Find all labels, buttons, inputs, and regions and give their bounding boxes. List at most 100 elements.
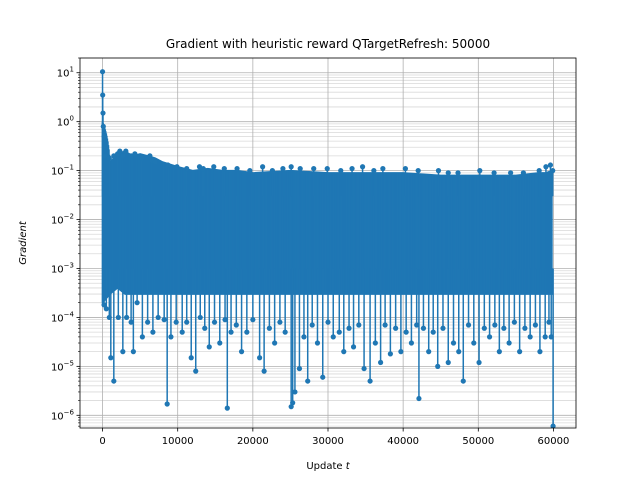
series-point bbox=[349, 165, 355, 172]
series-point bbox=[325, 319, 331, 325]
y-tick-exponent: −5 bbox=[64, 359, 74, 367]
series-point bbox=[184, 319, 190, 325]
series-point bbox=[132, 151, 138, 157]
series-point bbox=[202, 325, 208, 331]
y-tick-base: 10 bbox=[51, 411, 64, 422]
x-tick-label: 30000 bbox=[312, 436, 344, 447]
series-point bbox=[330, 334, 336, 340]
y-tick-base: 10 bbox=[51, 264, 64, 275]
series-point bbox=[492, 322, 498, 328]
series-point bbox=[403, 329, 409, 335]
series-point bbox=[261, 368, 267, 374]
y-tick-exponent: −3 bbox=[64, 261, 74, 269]
series-point bbox=[501, 325, 507, 331]
x-tick-label: 60000 bbox=[538, 436, 570, 447]
y-tick-exponent: 1 bbox=[70, 66, 74, 74]
series-point bbox=[415, 168, 421, 174]
x-tick-label: 0 bbox=[99, 436, 105, 447]
series-point bbox=[398, 349, 404, 355]
series-point bbox=[380, 165, 386, 172]
series-point bbox=[460, 378, 466, 384]
series-point bbox=[174, 164, 180, 170]
series-point bbox=[272, 340, 278, 346]
y-tick-label: 10−6 bbox=[51, 408, 75, 422]
series-point bbox=[414, 322, 420, 328]
series-point bbox=[445, 170, 451, 176]
series-point bbox=[292, 389, 298, 395]
series-point bbox=[106, 155, 112, 161]
y-tick-label: 101 bbox=[57, 66, 74, 80]
series-point bbox=[117, 148, 123, 154]
series-point bbox=[430, 329, 436, 335]
series-point bbox=[546, 319, 552, 325]
series-point bbox=[234, 165, 240, 172]
series-point bbox=[387, 351, 393, 357]
series-point bbox=[128, 319, 134, 325]
series-point bbox=[103, 306, 109, 312]
series-point bbox=[168, 334, 174, 340]
series-point bbox=[527, 334, 533, 340]
series-point bbox=[221, 165, 227, 172]
series-point bbox=[350, 344, 357, 350]
series-point bbox=[250, 317, 256, 323]
series-point bbox=[426, 349, 432, 355]
series-point bbox=[115, 314, 121, 321]
y-tick-base: 10 bbox=[51, 362, 64, 373]
series-point bbox=[200, 165, 206, 172]
y-tick-label: 10−5 bbox=[51, 359, 74, 373]
series-point bbox=[165, 162, 171, 168]
y-tick-label: 10−4 bbox=[51, 310, 75, 324]
y-tick-base: 10 bbox=[57, 118, 70, 129]
series-point bbox=[517, 349, 523, 355]
x-axis-ticks: 0 10000 20000 30000 40000 50000 60000 bbox=[99, 428, 569, 447]
series-point bbox=[193, 368, 199, 374]
series-point bbox=[481, 325, 487, 331]
series-point bbox=[491, 170, 497, 176]
series-point bbox=[393, 325, 399, 331]
series-point bbox=[296, 365, 303, 372]
series-point bbox=[269, 168, 275, 174]
series-point bbox=[120, 349, 126, 355]
series-point bbox=[280, 165, 286, 172]
x-axis-label-var: t bbox=[346, 461, 351, 472]
series-point bbox=[532, 322, 539, 328]
series-point bbox=[228, 329, 234, 335]
series-point bbox=[288, 164, 294, 170]
series-point bbox=[164, 401, 170, 407]
x-tick-label: 40000 bbox=[387, 436, 419, 447]
series-point bbox=[511, 319, 517, 325]
x-tick-label: 10000 bbox=[162, 436, 194, 447]
series-point bbox=[305, 378, 311, 384]
series-point bbox=[111, 378, 117, 384]
series-point bbox=[537, 349, 543, 355]
series-point bbox=[435, 363, 441, 369]
series-point bbox=[108, 355, 114, 361]
y-tick-label: 10−1 bbox=[51, 164, 74, 178]
series-point bbox=[224, 405, 230, 411]
series-point bbox=[301, 334, 307, 340]
series-point bbox=[440, 325, 446, 331]
series-point bbox=[139, 334, 145, 340]
series-point bbox=[408, 340, 415, 346]
series-point bbox=[211, 164, 217, 170]
y-tick-exponent: −6 bbox=[64, 408, 75, 416]
series-point bbox=[522, 325, 528, 331]
series-point bbox=[471, 340, 477, 346]
series-point bbox=[130, 349, 136, 355]
series-point bbox=[217, 340, 223, 346]
y-tick-label: 100 bbox=[57, 115, 74, 129]
y-tick-label: 10−2 bbox=[51, 213, 74, 227]
series-point bbox=[506, 340, 512, 346]
y-tick-exponent: −4 bbox=[64, 310, 75, 318]
series-point bbox=[120, 153, 126, 159]
chart-title: Gradient with heuristic reward QTargetRe… bbox=[166, 37, 490, 51]
series-point bbox=[134, 300, 140, 306]
series-point bbox=[260, 164, 266, 170]
series-point bbox=[477, 168, 483, 174]
series-point bbox=[338, 168, 344, 174]
series-point bbox=[206, 344, 212, 350]
series-point bbox=[435, 168, 442, 174]
series-point bbox=[542, 334, 548, 340]
x-tick-label: 50000 bbox=[462, 436, 494, 447]
